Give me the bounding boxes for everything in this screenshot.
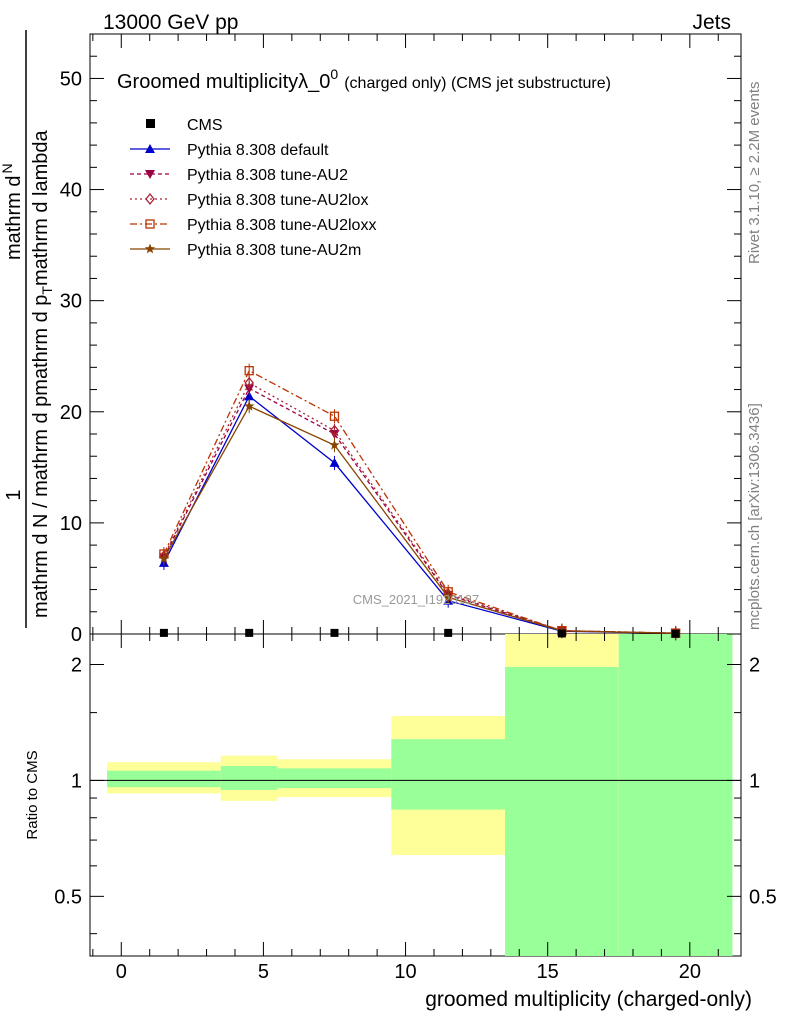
x-tick-label: 20 xyxy=(679,961,701,983)
main-y-tick-label: 0 xyxy=(71,624,82,646)
marker-square xyxy=(145,219,155,229)
legend-cms-marker xyxy=(146,119,155,128)
cms-point xyxy=(330,628,339,637)
marker-triangle xyxy=(329,457,340,467)
ratio-stat-band-1 xyxy=(220,766,278,790)
main-y-axis-label: 1 mathrm d N / mathrm d pmathrm d pTmath… xyxy=(0,30,55,628)
cms-points xyxy=(159,628,680,638)
x-tick-label: 5 xyxy=(258,961,269,983)
ratio-stat-band-4 xyxy=(505,667,619,956)
ratio-y-tick-label: 0.5 xyxy=(54,886,82,908)
legend-label-2: Pythia 8.308 tune-AU2lox xyxy=(187,192,368,209)
legend-label-1: Pythia 8.308 tune-AU2 xyxy=(187,167,348,184)
x-tick-label: 15 xyxy=(537,961,559,983)
marker-triangle xyxy=(244,391,255,401)
chart-title: Groomed multiplicityλ_00(charged only) (… xyxy=(117,66,611,93)
cms-point xyxy=(557,629,566,638)
main-y-tick-label: 40 xyxy=(60,180,82,202)
x-axis-label: groomed multiplicity (charged-only) xyxy=(425,988,752,1011)
marker-star xyxy=(244,400,255,411)
cms-point xyxy=(671,629,680,638)
main-y-tick-label: 20 xyxy=(60,402,82,424)
ratio-axes: 0.5 0.51 12 20 5 10 15 20 xyxy=(54,634,777,983)
series-layer xyxy=(158,363,681,641)
series-line-2 xyxy=(163,381,676,634)
ratio-plot-frame xyxy=(89,633,742,957)
ratio-y-tick-label: 1 xyxy=(71,770,82,792)
legend-cms-label: CMS xyxy=(187,117,223,134)
legend-label-4: Pythia 8.308 tune-AU2m xyxy=(187,242,361,259)
marker-star xyxy=(443,591,454,602)
marker-diamond xyxy=(145,192,155,206)
ylabel-denominator: mathrm d N / mathrm d pmathrm d pTmathrm… xyxy=(30,130,55,618)
chart-title-note: (charged only) (CMS jet substructure) xyxy=(344,75,611,92)
marker-square xyxy=(329,411,340,421)
cms-point xyxy=(245,628,254,637)
ratio-stat-band-3 xyxy=(391,739,506,810)
ratio-stat-band-0 xyxy=(107,770,221,788)
marker-triangle xyxy=(145,144,155,153)
x-tick-label: 0 xyxy=(116,961,127,983)
series-line-4 xyxy=(163,405,676,634)
rivet-label: Rivet 3.1.10, ≥ 2.2M events xyxy=(746,82,763,265)
main-y-tick-label: 30 xyxy=(60,291,82,313)
legend-label-3: Pythia 8.308 tune-AU2loxx xyxy=(187,217,376,234)
ratio-y-tick-label: 2 xyxy=(71,654,82,676)
main-y-tick-label: 50 xyxy=(60,68,82,90)
ratio-y-tick-label-right: 2 xyxy=(749,654,760,676)
marker-star xyxy=(158,552,170,563)
ylabel-numerator: 1 xyxy=(3,489,25,500)
ratio-stat-band-5 xyxy=(618,634,733,956)
marker-triangle-down xyxy=(145,170,155,179)
ratio-bands xyxy=(90,634,741,956)
header-left: 13000 GeV pp xyxy=(103,11,238,34)
cms-point xyxy=(159,628,168,637)
marker-diamond xyxy=(244,376,255,389)
series-line-1 xyxy=(163,387,676,634)
mcplots-label: mcplots.cern.ch [arXiv:1306.3436] xyxy=(746,403,763,630)
cms-point xyxy=(444,628,453,637)
analysis-watermark: CMS_2021_I1920187 xyxy=(353,592,480,607)
ratio-stat-band-2 xyxy=(277,768,392,789)
ylabel-top: mathrm dN xyxy=(0,163,25,260)
header-right: Jets xyxy=(692,11,731,34)
legend: CMS Pythia 8.308 default Pythia 8.308 tune… xyxy=(130,117,376,259)
chart-title-superscript: 0 xyxy=(330,66,338,82)
main-axes: 0 10 20 30 40 50 xyxy=(60,33,741,646)
legend-label-0: Pythia 8.308 default xyxy=(187,142,329,159)
marker-square xyxy=(244,366,254,376)
marker-diamond xyxy=(329,424,340,437)
marker-star xyxy=(144,243,156,254)
main-y-tick-label: 10 xyxy=(60,513,82,535)
ratio-y-tick-label-right: 1 xyxy=(749,770,760,792)
ratio-y-axis-label: Ratio to CMS xyxy=(24,750,41,839)
marker-star xyxy=(329,439,340,450)
ratio-y-tick-label-right: 0.5 xyxy=(749,886,777,908)
x-tick-label: 10 xyxy=(394,961,416,983)
